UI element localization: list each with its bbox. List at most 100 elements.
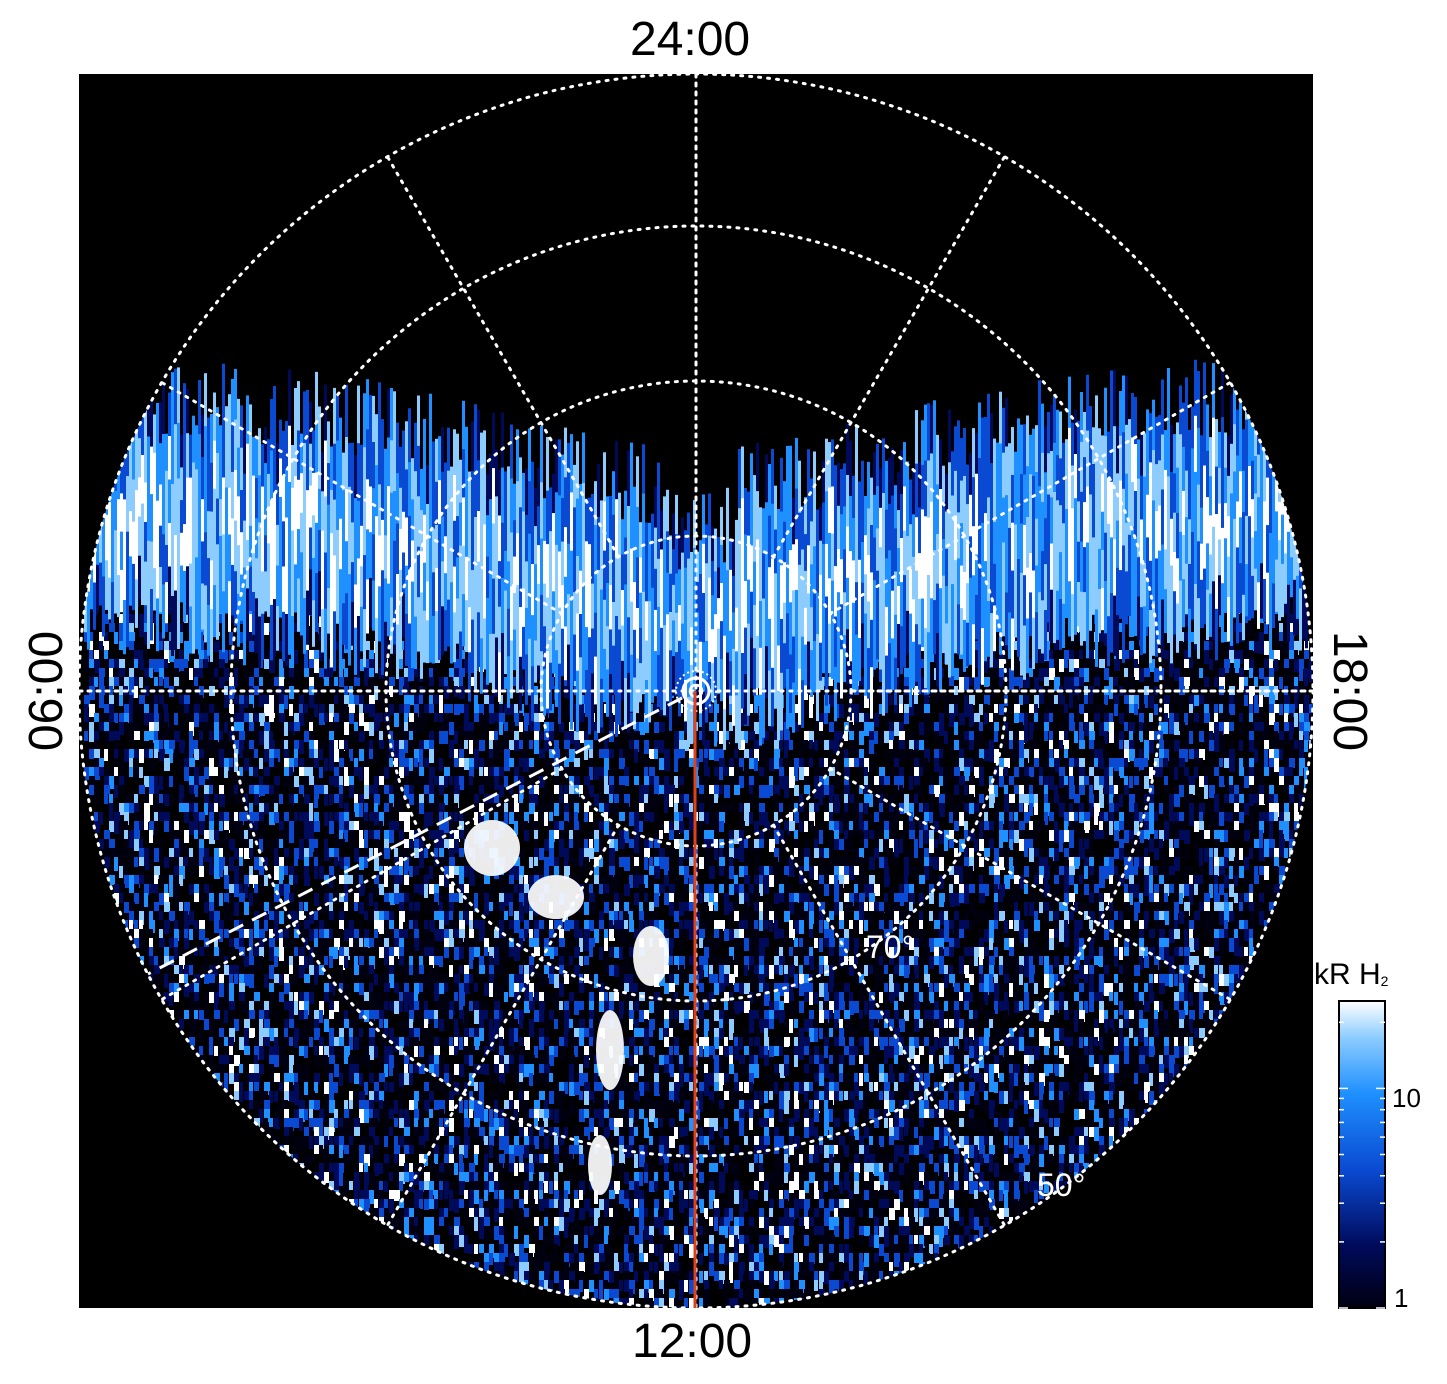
noise-cell	[829, 749, 833, 758]
noise-cell	[294, 614, 299, 627]
noise-cell	[389, 812, 394, 822]
noise-cell	[1164, 803, 1168, 813]
noise-cell	[1164, 830, 1169, 840]
noise-cell	[649, 749, 654, 759]
noise-cell	[234, 704, 239, 714]
noise-cell	[994, 803, 1000, 813]
noise-cell	[1154, 803, 1159, 813]
noise-cell	[1034, 677, 1039, 690]
noise-cell	[1184, 632, 1189, 643]
noise-cell	[114, 758, 118, 768]
noise-cell	[129, 623, 134, 633]
noise-cell	[1294, 713, 1298, 727]
noise-cell	[1239, 722, 1245, 736]
noise-cell	[104, 614, 109, 624]
noise-cell	[1169, 794, 1174, 804]
noise-cell	[189, 731, 193, 741]
noise-cell	[119, 686, 123, 696]
noise-cell	[1204, 713, 1210, 723]
noise-cell	[1054, 830, 1059, 843]
noise-cell	[1264, 668, 1269, 677]
noise-cell	[104, 749, 108, 761]
noise-cell	[1069, 641, 1074, 651]
noise-cell	[1204, 740, 1209, 749]
noise-cell	[674, 803, 678, 813]
noise-cell	[299, 632, 305, 641]
noise-cell	[519, 749, 524, 759]
noise-cell	[359, 839, 364, 848]
noise-cell	[1059, 722, 1065, 732]
noise-cell	[194, 830, 198, 839]
noise-cell	[179, 794, 183, 803]
noise-cell	[284, 812, 289, 821]
noise-cell	[704, 749, 708, 759]
noise-cell	[1129, 776, 1133, 788]
noise-cell	[469, 740, 473, 754]
noise-cell	[1194, 821, 1199, 832]
noise-cell	[1244, 614, 1248, 628]
noise-cell	[199, 641, 205, 653]
noise-cell	[309, 677, 314, 686]
noise-cell	[424, 758, 429, 767]
noise-cell	[574, 731, 579, 741]
noise-cell	[869, 794, 873, 807]
noise-cell	[1084, 695, 1088, 704]
noise-cell	[689, 758, 694, 767]
noise-cell	[449, 758, 454, 767]
noise-cell	[874, 731, 878, 744]
noise-cell	[1279, 803, 1284, 812]
noise-cell	[264, 659, 269, 669]
noise-cell	[934, 731, 939, 741]
noise-cell	[1229, 830, 1234, 839]
noise-cell	[804, 758, 809, 767]
noise-cell	[879, 785, 885, 794]
noise-cell	[949, 749, 953, 760]
noise-cell	[1074, 731, 1078, 743]
noise-cell	[404, 776, 410, 786]
noise-cell	[324, 758, 328, 771]
noise-cell	[354, 722, 358, 731]
noise-cell	[1059, 659, 1064, 672]
noise-cell	[514, 704, 518, 714]
noise-cell	[414, 713, 418, 722]
noise-cell	[1189, 659, 1193, 668]
noise-cell	[854, 731, 858, 741]
noise-cell	[184, 641, 189, 654]
noise-cell	[1229, 794, 1234, 803]
emission-layer	[81, 352, 1313, 1308]
noise-cell	[464, 713, 469, 723]
noise-cell	[519, 821, 524, 830]
noise-cell	[254, 749, 258, 758]
noise-cell	[214, 749, 219, 759]
noise-cell	[489, 740, 493, 750]
noise-cell	[1179, 830, 1184, 840]
noise-cell	[1164, 713, 1168, 723]
noise-cell	[519, 803, 523, 812]
noise-cell	[1009, 803, 1014, 812]
noise-cell	[904, 677, 909, 687]
noise-cell	[129, 659, 133, 668]
noise-cell	[1159, 803, 1163, 814]
noise-cell	[334, 695, 338, 704]
noise-cell	[359, 749, 364, 761]
noise-cell	[429, 830, 434, 839]
noise-cell	[1294, 740, 1298, 749]
noise-cell	[674, 794, 679, 803]
noise-cell	[219, 767, 223, 778]
noise-cell	[784, 785, 789, 798]
noise-cell	[1089, 758, 1093, 767]
noise-cell	[1199, 668, 1203, 678]
noise-cell	[164, 785, 169, 795]
noise-cell	[1204, 785, 1208, 799]
noise-cell	[1304, 731, 1309, 741]
noise-cell	[164, 677, 169, 688]
noise-cell	[144, 659, 148, 668]
noise-cell	[329, 758, 334, 771]
noise-cell	[1074, 677, 1079, 687]
noise-cell	[1089, 785, 1093, 794]
noise-cell	[259, 731, 264, 745]
noise-cell	[804, 731, 809, 741]
noise-cell	[1239, 713, 1243, 722]
noise-cell	[984, 704, 988, 713]
noise-cell	[1224, 758, 1229, 768]
